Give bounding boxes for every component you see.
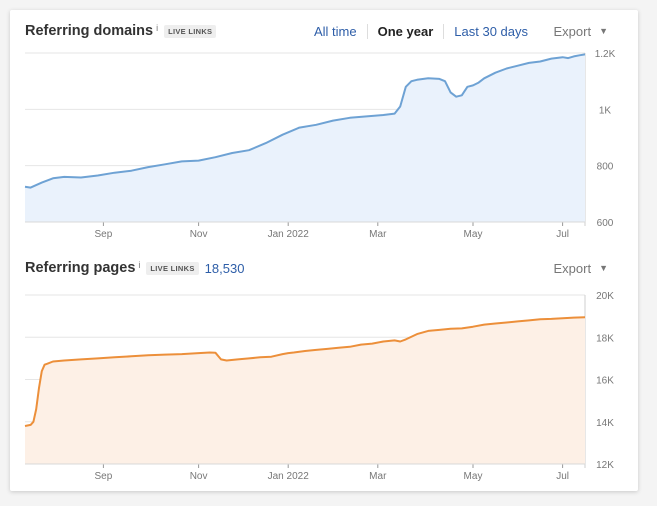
domains-header: Referring domains i LIVE LINKS xyxy=(25,20,217,42)
domains-x-tick-label: Jan 2022 xyxy=(268,229,310,240)
range-one-year[interactable]: One year xyxy=(366,23,445,39)
caret-down-icon: ▼ xyxy=(599,26,608,36)
domains-x-tick-label: Mar xyxy=(369,229,387,240)
domains-y-tick-label: 800 xyxy=(597,162,614,173)
domains-title: Referring domains xyxy=(25,23,154,39)
domains-x-tick-label: May xyxy=(464,229,483,240)
pages-x-tick-label: Sep xyxy=(95,471,113,482)
pages-area xyxy=(25,317,585,464)
range-all-time[interactable]: All time xyxy=(314,23,357,39)
pages-x-tick-label: Jan 2022 xyxy=(268,471,310,482)
pages-x-tick-label: Mar xyxy=(369,471,387,482)
pages-x-tick-label: May xyxy=(464,471,483,482)
card: Referring domains i LIVE LINKS All time … xyxy=(10,10,638,491)
pages-info-icon[interactable]: i xyxy=(138,260,141,270)
pages-export-label: Export xyxy=(553,260,592,276)
referring-pages-chart: 20K 18K 16K 14K 12K Sep Nov Jan 2022 Mar May Jul xyxy=(24,291,614,482)
domains-area xyxy=(25,54,585,223)
domains-live-links-badge: LIVE LINKS xyxy=(164,24,217,38)
pages-x-tick-label: Nov xyxy=(190,471,208,482)
pages-live-links-badge: LIVE LINKS xyxy=(146,261,199,275)
pages-y-tick-label: 18K xyxy=(596,333,614,344)
domains-x-tick-label: Sep xyxy=(95,229,113,240)
caret-down-icon: ▼ xyxy=(599,263,608,273)
range-selector: All time One year Last 30 days xyxy=(304,20,538,42)
pages-title: Referring pages xyxy=(25,260,136,276)
domains-series-line[interactable] xyxy=(24,53,586,189)
domains-x-tick-label: Jul xyxy=(556,229,569,240)
pages-header: Referring pages i LIVE LINKS 18,530 xyxy=(25,257,244,279)
domains-info-icon[interactable]: i xyxy=(156,23,159,33)
pages-y-tick-label: 16K xyxy=(596,376,614,387)
referring-domains-chart: 1.2K 1K 800 600 Sep Nov Jan 2022 Mar May Jul xyxy=(24,49,616,240)
pages-y-tick-label: 14K xyxy=(596,418,614,429)
domains-y-tick-label: 1K xyxy=(599,105,612,116)
pages-y-tick-label: 12K xyxy=(596,460,614,471)
domains-y-tick-label: 1.2K xyxy=(595,49,616,60)
pages-y-tick-label: 20K xyxy=(596,291,614,302)
range-last-30-days[interactable]: Last 30 days xyxy=(454,23,528,39)
pages-x-tick-label: Jul xyxy=(556,471,569,482)
domains-x-tick-label: Nov xyxy=(190,229,208,240)
pages-series-line[interactable] xyxy=(24,316,586,427)
domains-export-label: Export xyxy=(553,23,592,39)
domains-y-tick-label: 600 xyxy=(597,218,614,229)
pages-count: 18,530 xyxy=(204,260,245,276)
pages-export-button[interactable]: Export ▼ xyxy=(554,257,609,279)
domains-export-button[interactable]: Export ▼ xyxy=(554,20,609,42)
